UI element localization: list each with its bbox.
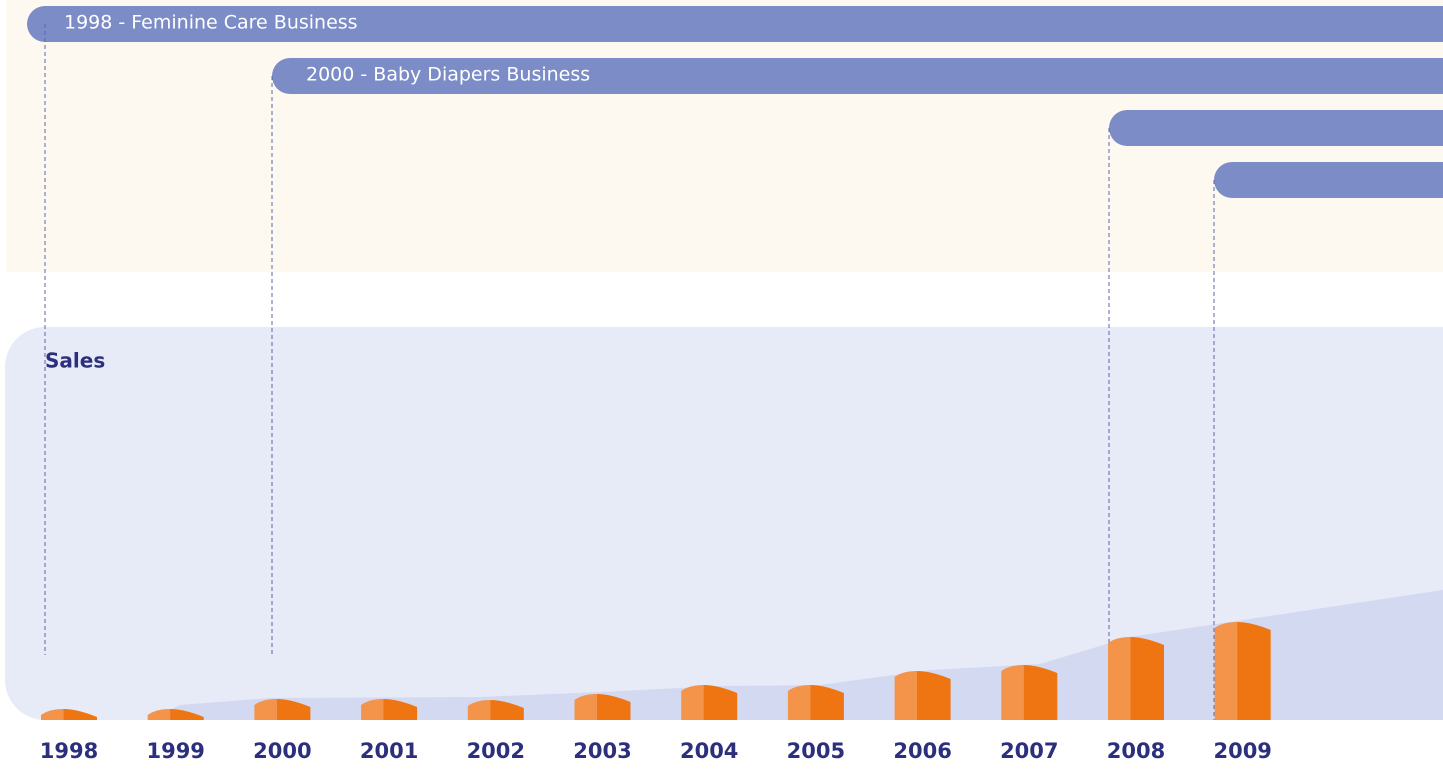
x-tick-label: 1999 — [146, 739, 204, 763]
bar-dark — [703, 685, 738, 720]
bar — [787, 685, 844, 720]
bar-light — [574, 694, 597, 720]
x-tick-label: 2009 — [1213, 739, 1271, 763]
sales-panel — [5, 327, 1443, 720]
bar-dark — [596, 694, 631, 720]
bar — [254, 699, 311, 720]
milestone-bar — [1109, 110, 1443, 146]
x-tick-label: 2007 — [1000, 739, 1058, 763]
chart-title: Sales — [45, 349, 105, 373]
bar-dark — [276, 699, 311, 720]
bar-dark — [917, 671, 951, 720]
bar — [467, 700, 524, 720]
bar-dark — [1130, 637, 1164, 720]
bar — [681, 685, 738, 720]
bar-light — [894, 671, 917, 720]
bar-dark — [383, 699, 418, 720]
bar — [574, 694, 631, 720]
bar-dark — [490, 700, 524, 720]
bar-light — [467, 700, 491, 720]
milestone-label: 2000 - Baby Diapers Business — [306, 64, 590, 86]
bar-light — [787, 685, 811, 720]
x-tick-label: 2000 — [253, 739, 311, 763]
x-tick-label: 2004 — [680, 739, 738, 763]
bar-dark — [63, 709, 97, 720]
bar-light — [1214, 622, 1238, 720]
bar-light — [1108, 637, 1131, 720]
bar — [1214, 622, 1271, 720]
x-tick-label: 2005 — [787, 739, 845, 763]
bar — [1001, 665, 1058, 720]
bar-light — [361, 699, 384, 720]
bar-light — [681, 685, 704, 720]
bar-light — [41, 709, 64, 720]
x-tick-label: 2003 — [573, 739, 631, 763]
bar — [1108, 637, 1164, 720]
bar-light — [147, 709, 171, 720]
bar — [147, 709, 204, 720]
bar-light — [254, 699, 277, 720]
bar — [894, 671, 951, 720]
x-tick-label: 1998 — [40, 739, 98, 763]
milestone-label: 1998 - Feminine Care Business — [64, 12, 358, 34]
bar-light — [1001, 665, 1024, 720]
x-tick-label: 2006 — [893, 739, 951, 763]
milestone-bar — [1214, 162, 1443, 198]
milestone-bar — [27, 6, 1443, 42]
x-tick-label: 2002 — [467, 739, 525, 763]
bar-dark — [1237, 622, 1271, 720]
bar-dark — [810, 685, 844, 720]
bar — [361, 699, 418, 720]
x-tick-label: 2008 — [1107, 739, 1165, 763]
bar-dark — [170, 709, 204, 720]
milestone-bar — [272, 58, 1443, 94]
bar — [41, 709, 97, 720]
x-tick-label: 2001 — [360, 739, 418, 763]
bar-dark — [1023, 665, 1058, 720]
